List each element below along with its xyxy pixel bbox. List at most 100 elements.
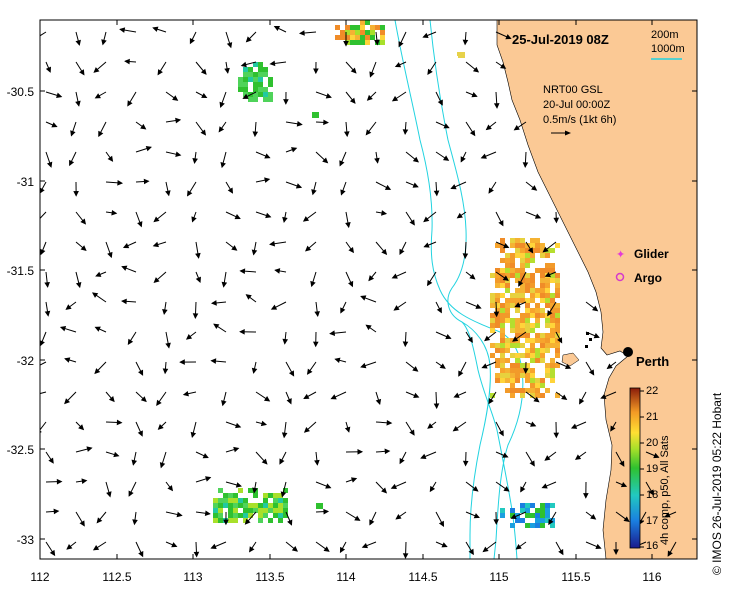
current-arrowhead (303, 426, 310, 433)
sst-pixel (520, 343, 525, 348)
sst-pixel (540, 338, 545, 343)
current-arrowhead (140, 123, 147, 130)
sst-pixel (525, 243, 530, 248)
sst-pixel (525, 298, 530, 303)
current-arrowhead (361, 542, 368, 549)
y-tick-label: -32.5 (6, 443, 34, 457)
sst-pixel (490, 298, 495, 303)
current-arrowhead (488, 187, 494, 194)
current-arrowhead (111, 209, 118, 216)
sst-pixel (258, 513, 263, 518)
sst-pixel (233, 508, 238, 513)
sst-pixel (253, 508, 258, 513)
sst-pixel (515, 293, 520, 298)
sst-pixel (283, 503, 288, 508)
sst-pixel (213, 508, 218, 513)
current-arrowhead (205, 476, 212, 482)
current-arrowhead (481, 363, 488, 369)
sst-pixel (238, 513, 243, 518)
sst-pixel (530, 393, 535, 398)
sst-pixel (515, 363, 520, 368)
sst-pixel (540, 298, 545, 303)
sst-pixel (550, 518, 555, 523)
sst-pixel (545, 278, 550, 283)
sst-pixel (360, 35, 365, 40)
sst-pixel (545, 263, 550, 268)
current-arrowhead (122, 243, 130, 249)
axis-ticks (39, 20, 697, 559)
sst-pixel (510, 263, 515, 268)
current-arrowhead (381, 248, 388, 256)
sst-pixel (520, 333, 525, 338)
current-arrowhead (502, 275, 509, 281)
current-arrowhead (95, 271, 102, 277)
sst-pixel (520, 298, 525, 303)
sst-pixel (360, 25, 365, 30)
current-arrowhead (265, 212, 272, 219)
sst-pixel (350, 35, 355, 40)
current-arrowhead (593, 333, 600, 339)
sst-pixel (525, 303, 530, 308)
current-arrowhead (450, 184, 457, 190)
sst-pixel (500, 323, 505, 328)
current-scale: 0.5m/s (1kt 6h) (543, 114, 617, 126)
credit-text: © IMOS 26-Jul-2019 05:22 Hobart (710, 392, 724, 575)
sst-pixel (530, 383, 535, 388)
current-arrowhead (533, 396, 540, 403)
current-arrowhead (311, 189, 317, 196)
current-arrowhead (462, 39, 469, 46)
sst-pixel (525, 503, 530, 508)
sst-pixel (540, 393, 545, 398)
sst-pixel (505, 273, 510, 278)
current-arrowhead (79, 520, 85, 527)
sst-pixel (515, 253, 520, 258)
sst-pixel (540, 293, 545, 298)
current-arrowhead (108, 396, 115, 403)
sst-pixel (495, 268, 500, 273)
sst-pixel (500, 303, 505, 308)
coast-marker (585, 345, 588, 348)
sst-pixel (268, 493, 273, 498)
sst-pixel (500, 243, 505, 248)
sst-pixel (495, 303, 500, 308)
sst-pixel (495, 308, 500, 313)
current-arrowhead (561, 394, 568, 401)
current-arrowhead (270, 304, 278, 310)
current-arrowhead (340, 307, 346, 314)
current-arrowhead (472, 485, 479, 492)
sst-pixel (495, 358, 500, 363)
current-arrowhead (368, 275, 375, 282)
current-arrowhead (323, 119, 329, 126)
current-arrowhead (343, 41, 349, 47)
current-arrowhead (204, 510, 211, 517)
sst-pixel (515, 318, 520, 323)
current-arrowhead (420, 453, 427, 459)
sst-pixel (248, 513, 253, 518)
sst-pixel (555, 293, 560, 298)
sst-pixel (268, 97, 273, 102)
sst-pixel (505, 388, 510, 393)
sst-pixel (243, 72, 248, 77)
sst-pixel (233, 518, 238, 523)
sst-pixel (500, 508, 505, 513)
colorbar-tick-label: 17 (646, 515, 659, 527)
sst-pixel (263, 92, 268, 97)
sst-pixel (525, 508, 530, 513)
sst-pixel (500, 258, 505, 263)
sst-pixel (545, 323, 550, 328)
current-arrowhead (226, 42, 233, 49)
current-arrowhead (340, 189, 346, 196)
current-arrowhead (375, 398, 382, 406)
sst-pixel (540, 313, 545, 318)
sst-pixel (550, 298, 555, 303)
sst-pixel (500, 513, 505, 518)
sst-pixel (263, 503, 268, 508)
current-arrowhead (65, 304, 72, 310)
sst-pixel (495, 348, 500, 353)
current-arrowhead (80, 218, 87, 225)
sst-pixel (545, 508, 550, 513)
current-arrowhead (182, 390, 189, 397)
sst-pixel (555, 308, 560, 313)
sst-pixel (218, 518, 223, 523)
sst-pixel (540, 248, 545, 253)
